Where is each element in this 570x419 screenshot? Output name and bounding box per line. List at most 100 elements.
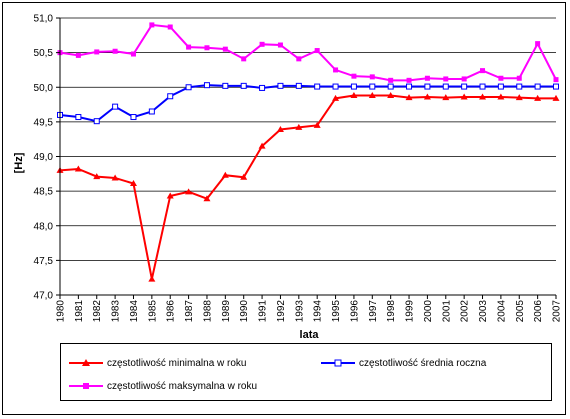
y-tick-label: 49,5 (34, 117, 54, 128)
x-tick-label: 1986 (166, 300, 177, 323)
x-axis-title: lata (300, 329, 320, 341)
x-tick-label: 2007 (552, 300, 563, 323)
series-2 (57, 22, 559, 83)
legend: częstotliwość minimalna w roku częstotli… (60, 343, 552, 401)
data-point (167, 93, 174, 100)
x-tick-label: 1984 (129, 300, 140, 323)
data-point (332, 83, 339, 90)
data-point (461, 76, 467, 82)
x-tick-label: 1982 (92, 300, 103, 323)
data-point (369, 83, 376, 90)
data-point (93, 173, 101, 180)
data-point (424, 83, 431, 90)
y-tick-label: 47,5 (34, 256, 54, 267)
data-point (167, 24, 173, 30)
data-point (203, 82, 210, 89)
axes: 47,0 47,5 48,0 48,5 49,0 49,5 50,0 50,5 51,0 1980… (34, 14, 563, 323)
y-axis-title: [Hz] (13, 152, 25, 173)
x-tick-label: 2006 (533, 300, 544, 323)
x-tick-label: 2005 (515, 300, 526, 323)
x-tick-label: 1999 (405, 300, 416, 323)
data-point (497, 83, 504, 90)
data-point (277, 42, 283, 48)
x-tick-label: 2000 (423, 300, 434, 323)
x-tick-label: 1995 (331, 300, 342, 323)
data-point (130, 114, 137, 121)
x-tick-label: 2004 (496, 300, 507, 323)
data-point (552, 94, 560, 101)
y-tick-label: 47,0 (34, 291, 54, 302)
data-point (111, 174, 119, 181)
x-tick-label: 1997 (368, 300, 379, 323)
data-point (148, 275, 156, 282)
data-point (314, 83, 321, 90)
data-point (277, 82, 284, 89)
data-point (480, 68, 486, 74)
data-point (497, 93, 505, 100)
data-point (259, 41, 265, 47)
x-tick-label: 1987 (184, 300, 195, 323)
data-point (204, 45, 210, 51)
data-point (241, 56, 247, 62)
legend-label-average: częstotliwość średnia roczna (359, 357, 487, 369)
data-point (368, 92, 376, 99)
data-point (534, 94, 542, 101)
data-point (185, 84, 192, 91)
data-point (387, 92, 395, 99)
x-tick-label: 1981 (74, 300, 85, 323)
legend-swatch-minimum (69, 359, 103, 366)
data-point (332, 94, 340, 101)
y-tick-label: 49,0 (34, 152, 54, 163)
x-tick-label: 1994 (313, 300, 324, 323)
data-point (406, 83, 413, 90)
chart-frame: 47,0 47,5 48,0 48,5 49,0 49,5 50,0 50,5 51,0 1980… (2, 2, 566, 415)
data-point (479, 93, 487, 100)
x-tick-label: 2002 (460, 300, 471, 323)
data-point (406, 77, 412, 83)
data-point (75, 114, 82, 121)
data-point (94, 49, 100, 55)
data-point (240, 173, 248, 180)
y-tick-label: 50,0 (34, 83, 54, 94)
legend-label-maximum: częstotliwość maksymalna w roku (107, 380, 258, 392)
legend-swatch-average (321, 359, 355, 367)
data-point (186, 44, 192, 50)
legend-item-average: częstotliwość średnia roczna (321, 356, 486, 370)
data-point (443, 76, 449, 82)
data-point (112, 48, 118, 54)
data-point (276, 125, 284, 132)
series-layer (56, 22, 560, 282)
data-point (259, 84, 266, 91)
line-chart: 47,0 47,5 48,0 48,5 49,0 49,5 50,0 50,5 51,0 1980… (13, 14, 563, 342)
data-point (166, 192, 174, 199)
data-point (369, 74, 375, 80)
x-tick-label: 1998 (386, 300, 397, 323)
data-point (387, 83, 394, 90)
data-point (461, 83, 468, 90)
data-point (479, 83, 486, 90)
series-line (59, 23, 557, 82)
data-point (350, 83, 357, 90)
x-tick-label: 1990 (239, 300, 250, 323)
data-point (148, 108, 155, 115)
data-point (74, 165, 82, 172)
data-point (442, 94, 450, 101)
data-point (295, 123, 303, 130)
x-tick-label: 1996 (349, 300, 360, 323)
data-point (460, 93, 468, 100)
data-point (296, 56, 302, 62)
data-point (314, 48, 320, 54)
x-tick-label: 1980 (56, 300, 67, 323)
x-tick-label: 2001 (441, 300, 452, 323)
data-point (498, 75, 504, 81)
data-point (388, 77, 394, 83)
data-point (203, 195, 211, 202)
data-point (112, 103, 119, 110)
grid (60, 17, 556, 296)
x-tick-label: 1989 (221, 300, 232, 323)
legend-label-minimum: częstotliwość minimalna w roku (107, 357, 247, 369)
data-point (185, 188, 193, 195)
x-tick-label: 1985 (147, 300, 158, 323)
series-1 (57, 82, 559, 125)
data-point (516, 83, 523, 90)
